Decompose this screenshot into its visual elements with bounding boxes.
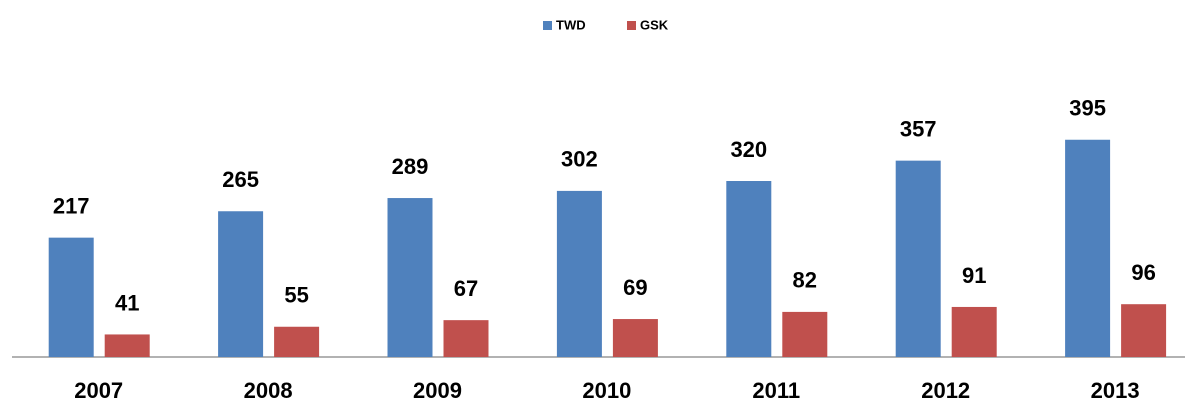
x-tick-label: 2008 (244, 378, 293, 403)
bar (443, 320, 489, 357)
data-label: 67 (454, 276, 478, 301)
data-label: 217 (53, 193, 90, 218)
data-label: 91 (962, 263, 986, 288)
x-tick-label: 2009 (413, 378, 462, 403)
x-tick-label: 2013 (1091, 378, 1140, 403)
bar (1065, 139, 1111, 357)
legend-swatch (543, 21, 552, 30)
bar (951, 306, 997, 357)
bar (48, 237, 94, 357)
data-label: 395 (1069, 96, 1106, 121)
bar (782, 311, 828, 357)
data-label: 320 (730, 137, 767, 162)
bar (387, 198, 433, 357)
x-tick-label: 2007 (74, 378, 123, 403)
data-label: 82 (793, 268, 817, 293)
bar (274, 326, 320, 357)
bar (556, 190, 602, 357)
x-tick-label: 2012 (921, 378, 970, 403)
data-label: 265 (222, 167, 259, 192)
bar (218, 211, 264, 357)
data-label: 55 (284, 283, 308, 308)
legend-label: TWD (556, 17, 586, 32)
data-label: 357 (900, 116, 937, 141)
legend-swatch (627, 21, 636, 30)
data-label: 302 (561, 147, 598, 172)
data-label: 69 (623, 275, 647, 300)
data-label: 41 (115, 290, 139, 315)
bar (726, 181, 772, 357)
bar (612, 319, 658, 357)
data-label: 289 (392, 154, 429, 179)
x-tick-label: 2011 (752, 378, 800, 403)
bar (895, 160, 941, 357)
x-tick-label: 2010 (582, 378, 631, 403)
bar (104, 334, 150, 357)
legend-label: GSK (640, 17, 669, 32)
bar (1121, 304, 1167, 357)
data-label: 96 (1131, 260, 1155, 285)
